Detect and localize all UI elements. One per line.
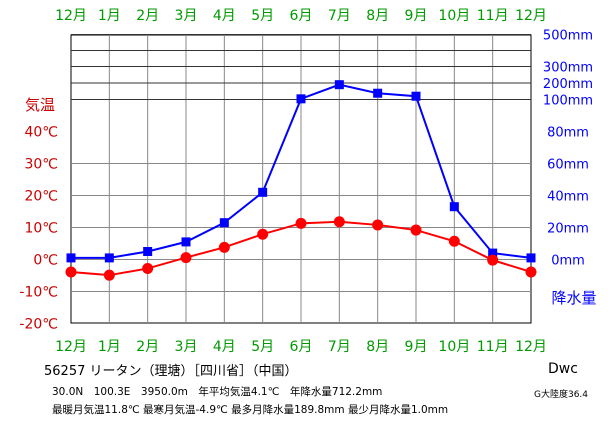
temperature-tick-label: -10℃ — [19, 285, 58, 301]
temperature-point — [257, 229, 268, 240]
month-label-bottom: 10月 — [438, 339, 470, 355]
precipitation-tick-label: 100mm — [543, 94, 593, 109]
continentality-index: G大陸度36.4 — [534, 387, 588, 400]
precipitation-point — [220, 218, 229, 227]
month-label-top: 12月 — [515, 8, 547, 24]
temperature-point — [181, 252, 192, 263]
month-label-bottom: 11月 — [477, 339, 509, 355]
temperature-point — [449, 236, 460, 247]
precipitation-point — [67, 253, 76, 262]
month-label-top: 8月 — [366, 8, 389, 24]
month-label-top: 6月 — [290, 8, 313, 24]
month-label-bottom: 2月 — [136, 339, 159, 355]
precipitation-tick-label: 300mm — [543, 61, 593, 76]
temperature-point — [487, 255, 498, 266]
precipitation-point — [450, 202, 459, 211]
temperature-point — [372, 219, 383, 230]
month-label-bottom: 1月 — [98, 339, 121, 355]
station-name: 56257 リータン（理塘）［四川省］（中国） — [44, 360, 298, 379]
temperature-axis: 気温 40℃ 30℃ 20℃ 10℃ 0℃ -10℃ -20℃ — [19, 96, 58, 333]
precipitation-point — [258, 188, 267, 197]
precipitation-point — [105, 253, 114, 262]
x-axis-labels-bottom: 12月 1月 2月 3月 4月 5月 6月 7月 8月 9月 10月 11月 12月 — [55, 339, 547, 355]
precipitation-point — [412, 92, 421, 101]
temperature-point — [66, 266, 77, 277]
station-extremes: 最暖月気温11.8℃ 最寒月気温-4.9℃ 最多月降水量189.8mm 最少月降… — [52, 402, 448, 417]
temperature-tick-label: -20℃ — [19, 317, 58, 333]
temperature-tick-label: 30℃ — [24, 157, 58, 173]
precipitation-point — [335, 80, 344, 89]
month-label-bottom: 8月 — [366, 339, 389, 355]
month-label-bottom: 7月 — [328, 339, 351, 355]
precipitation-point — [527, 253, 536, 262]
temperature-point — [334, 216, 345, 227]
grid-lines — [71, 35, 531, 324]
temperature-tick-label: 40℃ — [24, 125, 58, 141]
month-label-top: 5月 — [251, 8, 274, 24]
precipitation-tick-label: 500mm — [543, 29, 593, 44]
climate-classification: Dwc — [548, 361, 578, 377]
month-label-top: 10月 — [438, 8, 470, 24]
month-label-top: 1月 — [98, 8, 121, 24]
month-label-top: 2月 — [136, 8, 159, 24]
precipitation-axis-title: 降水量 — [551, 289, 596, 307]
precipitation-tick-label: 80mm — [547, 126, 589, 141]
month-label-top: 3月 — [175, 8, 198, 24]
month-label-top: 12月 — [55, 8, 87, 24]
precipitation-tick-label: 60mm — [547, 158, 589, 173]
temperature-point — [411, 225, 422, 236]
precipitation-tick-label: 40mm — [547, 190, 589, 205]
x-axis-labels-top: 12月 1月 2月 3月 4月 5月 6月 7月 8月 9月 10月 11月 12月 — [55, 8, 547, 24]
month-label-bottom: 6月 — [290, 339, 313, 355]
temperature-point — [296, 218, 307, 229]
station-coords-stats: 30.0N 100.3E 3950.0m 年平均気温4.1℃ 年降水量712.2… — [52, 384, 382, 399]
month-label-bottom: 3月 — [175, 339, 198, 355]
month-label-bottom: 4月 — [213, 339, 236, 355]
precipitation-tick-label: 20mm — [547, 222, 589, 237]
precipitation-point — [373, 89, 382, 98]
month-label-bottom: 5月 — [251, 339, 274, 355]
temperature-point — [219, 242, 230, 253]
month-label-top: 9月 — [405, 8, 428, 24]
precipitation-tick-label: 0mm — [551, 254, 585, 269]
precipitation-point — [182, 237, 191, 246]
temperature-point — [142, 263, 153, 274]
precipitation-point — [297, 94, 306, 103]
precipitation-tick-label: 200mm — [543, 77, 593, 92]
precipitation-point — [143, 247, 152, 256]
temperature-tick-label: 10℃ — [24, 221, 58, 237]
month-label-top: 7月 — [328, 8, 351, 24]
temperature-point — [104, 270, 115, 281]
month-label-bottom: 12月 — [55, 339, 87, 355]
temperature-axis-title: 気温 — [25, 96, 55, 114]
month-label-bottom: 12月 — [515, 339, 547, 355]
month-label-bottom: 9月 — [405, 339, 428, 355]
month-label-top: 4月 — [213, 8, 236, 24]
temperature-point — [526, 266, 537, 277]
temperature-tick-label: 20℃ — [24, 189, 58, 205]
temperature-tick-label: 0℃ — [33, 253, 58, 269]
month-label-top: 11月 — [477, 8, 509, 24]
